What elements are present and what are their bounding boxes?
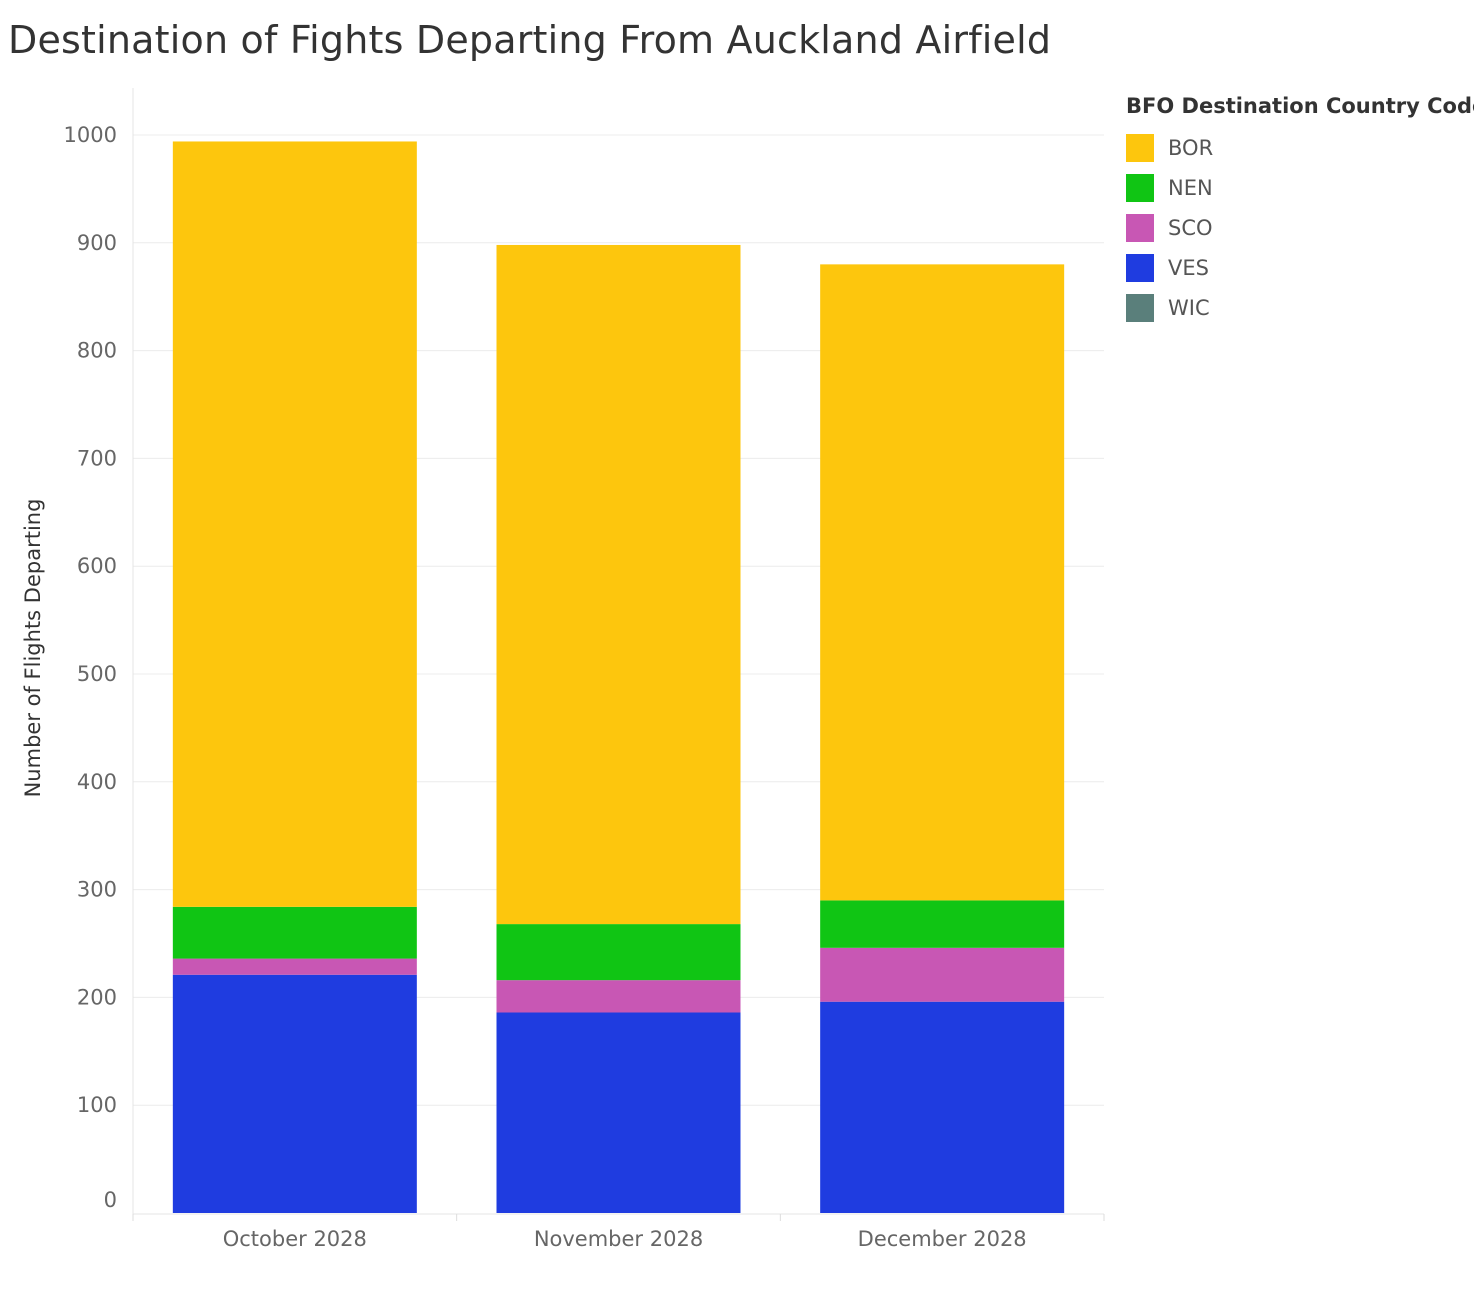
y-tick-label-100: 100 [77, 1093, 117, 1117]
bar-ves-2 [496, 1012, 741, 1213]
legend-swatch-nen [1126, 174, 1154, 202]
legend: BFO Destination Country Code BOR NEN SCO VE… [1126, 94, 1474, 328]
axes: 0 100 200 300 400 500 600 700 800 900 1000 October … [64, 88, 1105, 1251]
legend-item-sco[interactable]: SCO [1126, 208, 1474, 248]
bar-nen-2 [496, 924, 741, 981]
legend-swatch-ves [1126, 254, 1154, 282]
y-tick-label-800: 800 [77, 339, 117, 363]
legend-label-ves: VES [1168, 256, 1209, 280]
y-tick-label-400: 400 [77, 770, 117, 794]
legend-swatch-sco [1126, 214, 1154, 242]
y-tick-label-600: 600 [77, 554, 117, 578]
x-tick-label-3: December 2028 [858, 1227, 1027, 1251]
bar-bor-1 [172, 141, 417, 907]
y-tick-label-200: 200 [77, 985, 117, 1009]
legend-item-wic[interactable]: WIC [1126, 288, 1474, 328]
legend-label-sco: SCO [1168, 216, 1213, 240]
legend-item-bor[interactable]: BOR [1126, 128, 1474, 168]
y-tick-label-900: 900 [77, 231, 117, 255]
legend-label-bor: BOR [1168, 136, 1214, 160]
x-tick-label-1: October 2028 [223, 1227, 367, 1251]
bar-nen-1 [172, 906, 417, 959]
bar-sco-2 [496, 980, 741, 1013]
bars [172, 141, 1065, 1213]
bar-nen-3 [820, 900, 1065, 948]
y-tick-label-1000: 1000 [64, 123, 117, 147]
legend-swatch-wic [1126, 294, 1154, 322]
legend-item-nen[interactable]: NEN [1126, 168, 1474, 208]
bar-sco-3 [820, 947, 1065, 1002]
legend-items: BOR NEN SCO VES WIC [1126, 128, 1474, 328]
y-tick-label-0: 0 [104, 1188, 117, 1212]
bar-bor-2 [496, 244, 741, 925]
legend-swatch-bor [1126, 134, 1154, 162]
y-tick-label-500: 500 [77, 662, 117, 686]
bar-ves-1 [172, 974, 417, 1213]
legend-item-ves[interactable]: VES [1126, 248, 1474, 288]
legend-label-nen: NEN [1168, 176, 1213, 200]
bar-bor-3 [820, 264, 1065, 901]
y-axis-title: Number of Flights Departing [21, 499, 45, 798]
legend-label-wic: WIC [1168, 296, 1210, 320]
bar-ves-3 [820, 1001, 1065, 1213]
y-tick-label-700: 700 [77, 446, 117, 470]
x-tick-label-2: November 2028 [534, 1227, 703, 1251]
bar-sco-1 [172, 958, 417, 975]
y-tick-label-300: 300 [77, 878, 117, 902]
chart-title: Destination of Fights Departing From Auc… [8, 18, 1052, 62]
legend-title: BFO Destination Country Code [1126, 94, 1474, 118]
